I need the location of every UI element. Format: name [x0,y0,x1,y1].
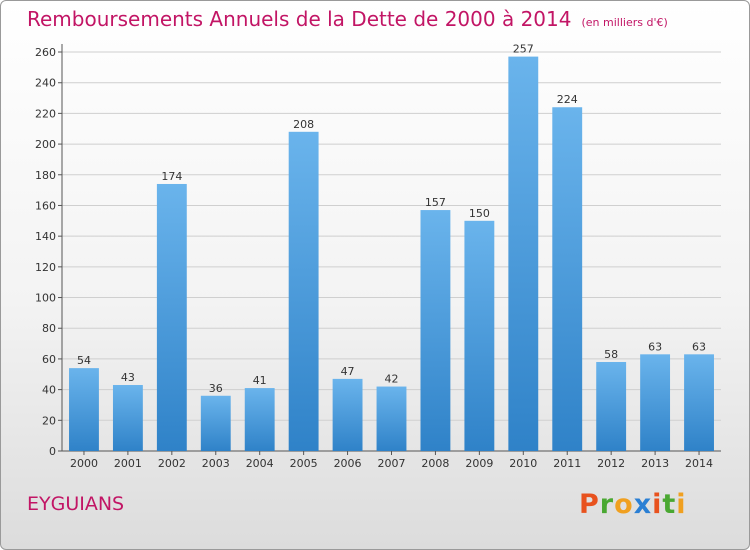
data-label: 257 [513,43,534,56]
chart-title-text: Remboursements Annuels de la Dette de 20… [27,7,572,31]
commune-name: EYGUIANS [27,493,125,515]
x-tick-label: 2014 [685,457,713,470]
data-label: 150 [469,207,490,220]
bar [420,210,451,451]
data-label: 157 [425,196,446,209]
logo-letter: i [652,489,663,520]
x-tick-label: 2008 [421,457,449,470]
y-tick-label: 200 [35,138,56,151]
bar [156,183,187,451]
data-label: 47 [341,365,355,378]
bar [332,378,363,451]
x-tick-label: 2011 [553,457,581,470]
data-label: 208 [293,118,314,131]
x-tick-label: 2004 [246,457,274,470]
chart-unit-note: (en milliers d'€) [581,16,668,29]
bars [69,56,714,452]
y-tick-label: 260 [35,46,56,59]
bar [69,368,99,451]
data-label: 174 [161,170,182,183]
y-tick-label: 20 [42,414,56,427]
x-tick-label: 2013 [641,457,669,470]
bar [200,395,231,451]
x-tick-label: 2001 [114,457,142,470]
y-tick-label: 120 [35,261,56,274]
data-label: 42 [385,373,399,386]
data-label: 224 [557,93,578,106]
data-label: 43 [121,371,135,384]
data-labels: 54 43 174 36 41 208 47 42 157 150 257 224 58 63 63 [77,43,706,395]
data-label: 41 [253,374,267,387]
x-tick-label: 2010 [509,457,537,470]
chart-title: Remboursements Annuels de la Dette de 20… [27,7,668,31]
x-tick-label: 2002 [158,457,186,470]
y-tick-label: 180 [35,169,56,182]
y-tick-label: 240 [35,77,56,90]
bar [288,131,319,452]
y-tick-label: 140 [35,230,56,243]
y-tick-label: 60 [42,353,56,366]
bar [684,354,714,451]
x-tick-label: 2009 [465,457,493,470]
x-tick-label: 2005 [290,457,318,470]
y-tick-label: 100 [35,292,56,305]
logo-letter: x [633,489,653,520]
logo-letter: i [676,489,687,520]
logo-letter: o [614,489,634,520]
y-tick-label: 0 [49,445,56,458]
bar [376,386,407,451]
data-label: 63 [648,340,662,353]
logo-letter: P [579,489,600,520]
bar [508,56,539,451]
x-tick-label: 2007 [378,457,406,470]
bar [552,107,583,451]
x-tick-label: 2012 [597,457,625,470]
bar [244,388,275,451]
axes: 0 20 40 60 80 100 120 140 160 180 200 220 240 260 2000… [35,44,721,470]
logo-letter: t [662,489,677,520]
bar [596,361,627,451]
data-label: 58 [604,348,618,361]
bar [464,220,495,451]
x-tick-label: 2000 [70,457,98,470]
bar [112,385,143,451]
x-tick-label: 2003 [202,457,230,470]
bar [640,354,671,451]
x-tick-label: 2006 [334,457,362,470]
y-tick-label: 220 [35,107,56,120]
data-label: 54 [77,354,91,367]
data-label: 36 [209,382,223,395]
logo-letter: r [599,489,615,520]
y-tick-label: 40 [42,384,56,397]
y-tick-label: 160 [35,199,56,212]
proxiti-logo: Proxiti [579,489,687,520]
data-label: 63 [692,340,706,353]
y-tick-label: 80 [42,322,56,335]
